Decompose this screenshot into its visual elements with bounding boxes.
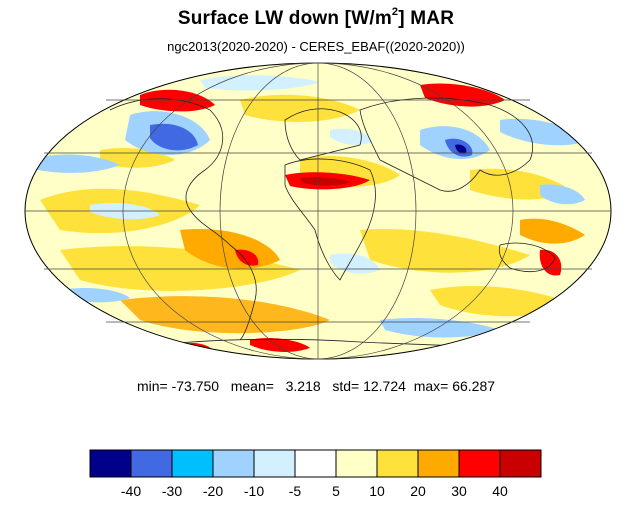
colorbar-tick-label: -20 xyxy=(203,483,223,499)
colorbar-tick-label: -30 xyxy=(162,483,182,499)
colorbar-boxes xyxy=(89,449,542,478)
stat-max-label: max= xyxy=(413,378,449,394)
colorbar-box xyxy=(130,449,173,478)
colorbar-box xyxy=(212,449,255,478)
stat-mean-label: mean= xyxy=(230,378,274,394)
world-map xyxy=(24,62,612,360)
negative-anomaly-regions xyxy=(30,75,590,338)
graticule xyxy=(24,62,612,360)
colorbar-tick-label: 30 xyxy=(451,483,467,499)
colorbar-labels: -40 -30 -20 -10 -5 5 10 20 30 40 xyxy=(121,483,508,499)
plot-subtitle: ngc2013(2020-2020) - CERES_EBAF((2020-20… xyxy=(167,39,465,54)
colorbar-box xyxy=(294,449,337,478)
stat-min-label: min= xyxy=(136,378,168,394)
stat-std-value: 12.724 xyxy=(363,378,406,394)
stat-mean-value: 3.218 xyxy=(285,378,321,394)
colorbar-tick-label: -5 xyxy=(289,483,302,499)
colorbar-tick-label: 40 xyxy=(492,483,508,499)
strong-positive-regions xyxy=(140,83,505,355)
colorbar-tick-label: -40 xyxy=(121,483,141,499)
colorbar-box xyxy=(417,449,460,478)
colorbar-box xyxy=(376,449,419,478)
colorbar-box xyxy=(253,449,296,478)
colorbar-box xyxy=(89,449,132,478)
stat-max-value: 66.287 xyxy=(452,378,496,394)
colorbar-box xyxy=(458,449,501,478)
colorbar-tick-label: 10 xyxy=(369,483,385,499)
plot-title: Surface LW down [W/m2] MAR xyxy=(0,6,632,30)
colorbar-tick-label: -10 xyxy=(244,483,264,499)
stat-std-label: std= xyxy=(332,378,360,394)
colorbar-box xyxy=(171,449,214,478)
colorbar-tick-label: 5 xyxy=(332,483,340,499)
colorbar-tick-label: 20 xyxy=(410,483,426,499)
colorbar-box xyxy=(335,449,378,478)
stat-min-value: -73.750 xyxy=(171,378,220,394)
statistics-line: min= -73.750 mean= 3.218 std= 12.724 max… xyxy=(0,378,632,394)
title-superscript: 2 xyxy=(391,6,399,18)
title-suffix: ] MAR xyxy=(398,8,455,29)
colorbar-box xyxy=(499,449,542,478)
title-text: Surface LW down [W/m xyxy=(177,8,392,29)
